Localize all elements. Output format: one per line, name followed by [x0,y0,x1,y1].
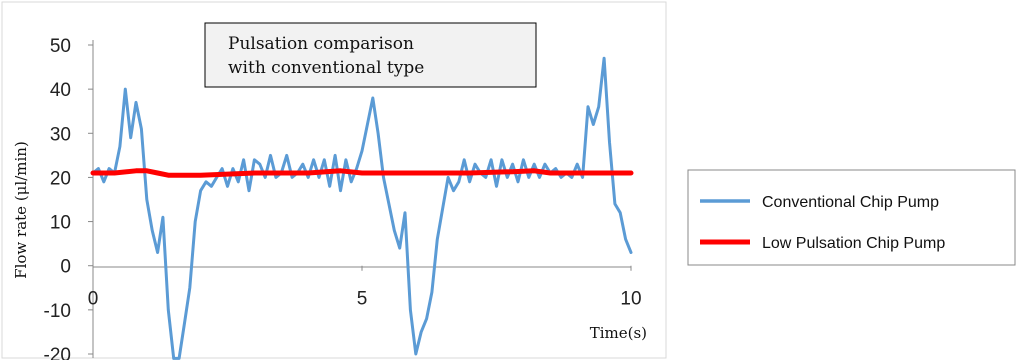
y-tick-label: -10 [44,301,71,322]
series-line-low-pulsation [90,168,634,178]
legend-label-conventional: Conventional Chip Pump [762,194,939,211]
title-line-2: with conventional type [228,58,424,78]
y-tick-label: 30 [50,124,71,145]
legend: Conventional Chip Pump Low Pulsation Chi… [687,169,1016,266]
y-axis-ticks: -20 -10 0 10 20 30 40 50 [44,36,93,360]
legend-frame [687,169,1016,266]
y-tick-label: 40 [50,80,71,101]
x-tick-label: 5 [357,289,368,310]
series-layer [90,56,634,360]
y-axis-title: Flow rate (μl/min) [12,141,30,279]
x-tick-label: 0 [88,289,99,310]
title-line-1: Pulsation comparison [228,34,414,54]
y-tick-label: -20 [44,345,71,360]
x-axis-ticks: 0 5 10 [88,265,642,310]
x-tick-label: 10 [620,289,641,310]
y-tick-label: 10 [50,213,71,234]
x-axis-title: Time(s) [590,324,647,342]
title-box: Pulsation comparison with conventional t… [204,22,537,88]
legend-label-low-pulsation: Low Pulsation Chip Pump [762,235,945,252]
y-tick-label: 20 [50,168,71,189]
title-box-frame [204,22,537,88]
y-tick-label: 0 [60,257,71,278]
y-tick-label: 50 [50,36,71,57]
